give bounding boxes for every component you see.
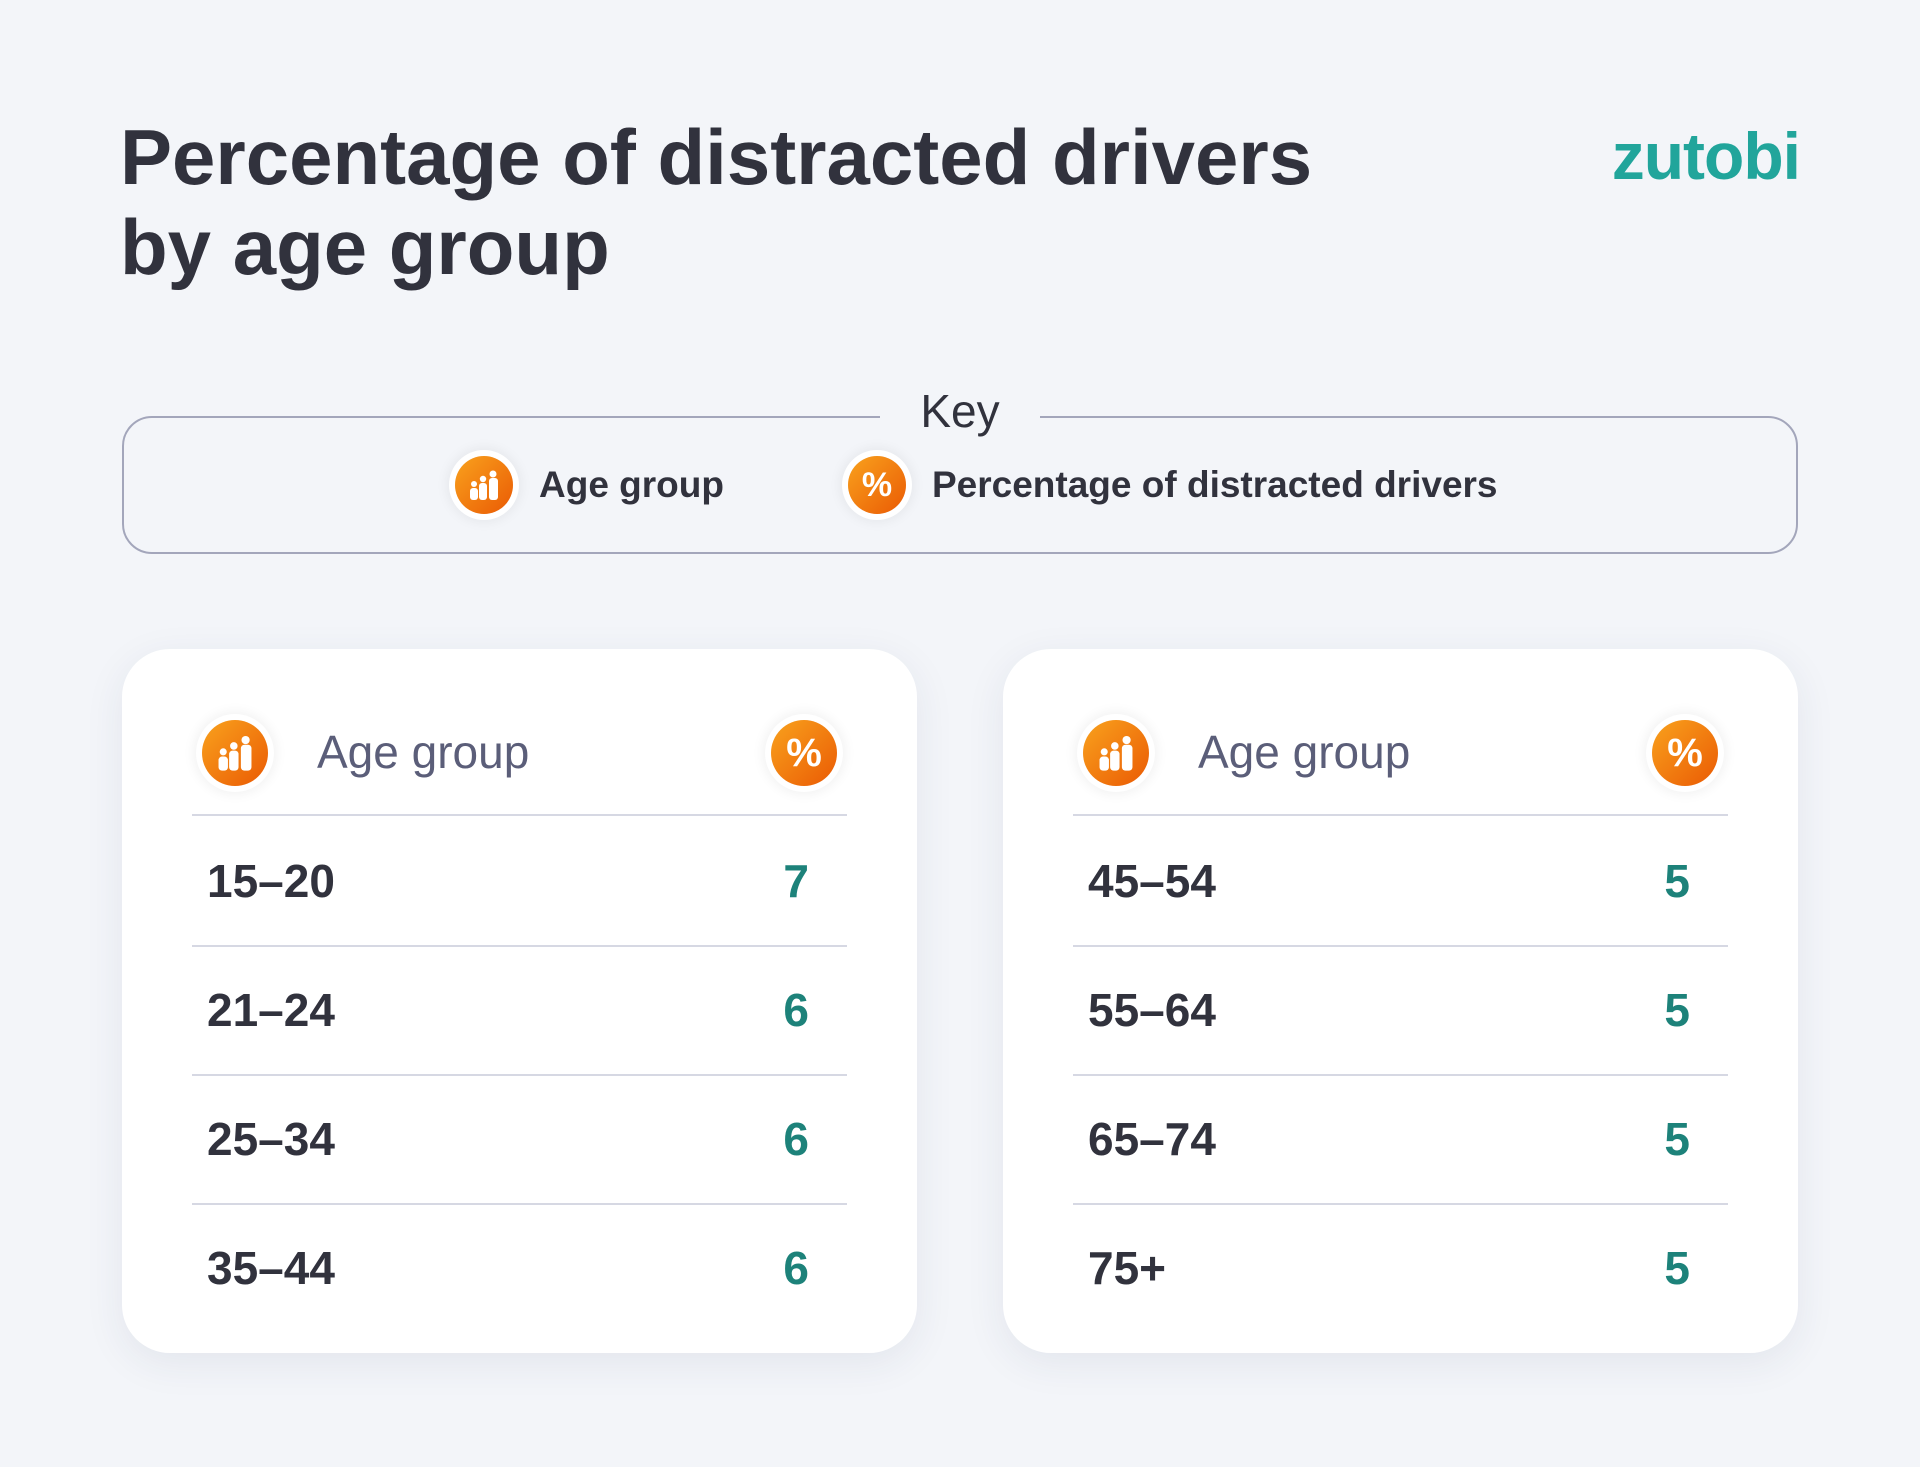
age-cell: 45–54 <box>1088 854 1216 907</box>
value-cell: 5 <box>1664 854 1690 907</box>
value-cell: 5 <box>1664 1112 1690 1165</box>
age-cell: 75+ <box>1088 1241 1167 1294</box>
key-label: Percentage of distracted drivers <box>932 464 1498 505</box>
key-title: Key <box>880 384 1040 438</box>
table-row: 45–54 5 <box>1073 816 1728 947</box>
value-cell: 6 <box>783 983 809 1036</box>
age-cell: 55–64 <box>1088 983 1216 1036</box>
table-card-left: Age group % 15–20 7 21–24 6 25–34 6 35–44 6 <box>122 649 917 1353</box>
family-icon <box>455 456 513 514</box>
value-cell: 5 <box>1664 1241 1690 1294</box>
column-header-age-group: Age group <box>317 726 530 778</box>
zutobi-logo: zutobi <box>1611 119 1801 193</box>
age-cell: 21–24 <box>207 983 335 1036</box>
family-icon <box>202 720 268 786</box>
age-cell: 15–20 <box>207 854 335 907</box>
value-cell: 6 <box>783 1241 809 1294</box>
table-row: 55–64 5 <box>1073 945 1728 1076</box>
value-cell: 7 <box>783 854 809 907</box>
value-cell: 5 <box>1664 983 1690 1036</box>
table-row: 75+ 5 <box>1073 1203 1728 1332</box>
age-cell: 65–74 <box>1088 1112 1216 1165</box>
table-row: 65–74 5 <box>1073 1074 1728 1205</box>
key-label: Age group <box>539 464 724 505</box>
table-row: 15–20 7 <box>192 816 847 947</box>
table-row: 21–24 6 <box>192 945 847 1076</box>
table-header: Age group % <box>1073 649 1728 816</box>
table-header: Age group % <box>192 649 847 816</box>
page-title: Percentage of distracted drivers by age … <box>120 113 1313 291</box>
key-item-percentage: % Percentage of distracted drivers <box>848 456 1498 514</box>
age-cell: 25–34 <box>207 1112 335 1165</box>
percent-icon: % <box>771 720 837 786</box>
table-row: 35–44 6 <box>192 1203 847 1332</box>
column-header-age-group: Age group <box>1198 726 1411 778</box>
age-cell: 35–44 <box>207 1241 335 1294</box>
percent-icon: % <box>848 456 906 514</box>
value-cell: 6 <box>783 1112 809 1165</box>
family-icon <box>1083 720 1149 786</box>
table-row: 25–34 6 <box>192 1074 847 1205</box>
table-card-right: Age group % 45–54 5 55–64 5 65–74 5 75+ 5 <box>1003 649 1798 1353</box>
percent-icon: % <box>1652 720 1718 786</box>
key-item-age-group: Age group <box>455 456 724 514</box>
